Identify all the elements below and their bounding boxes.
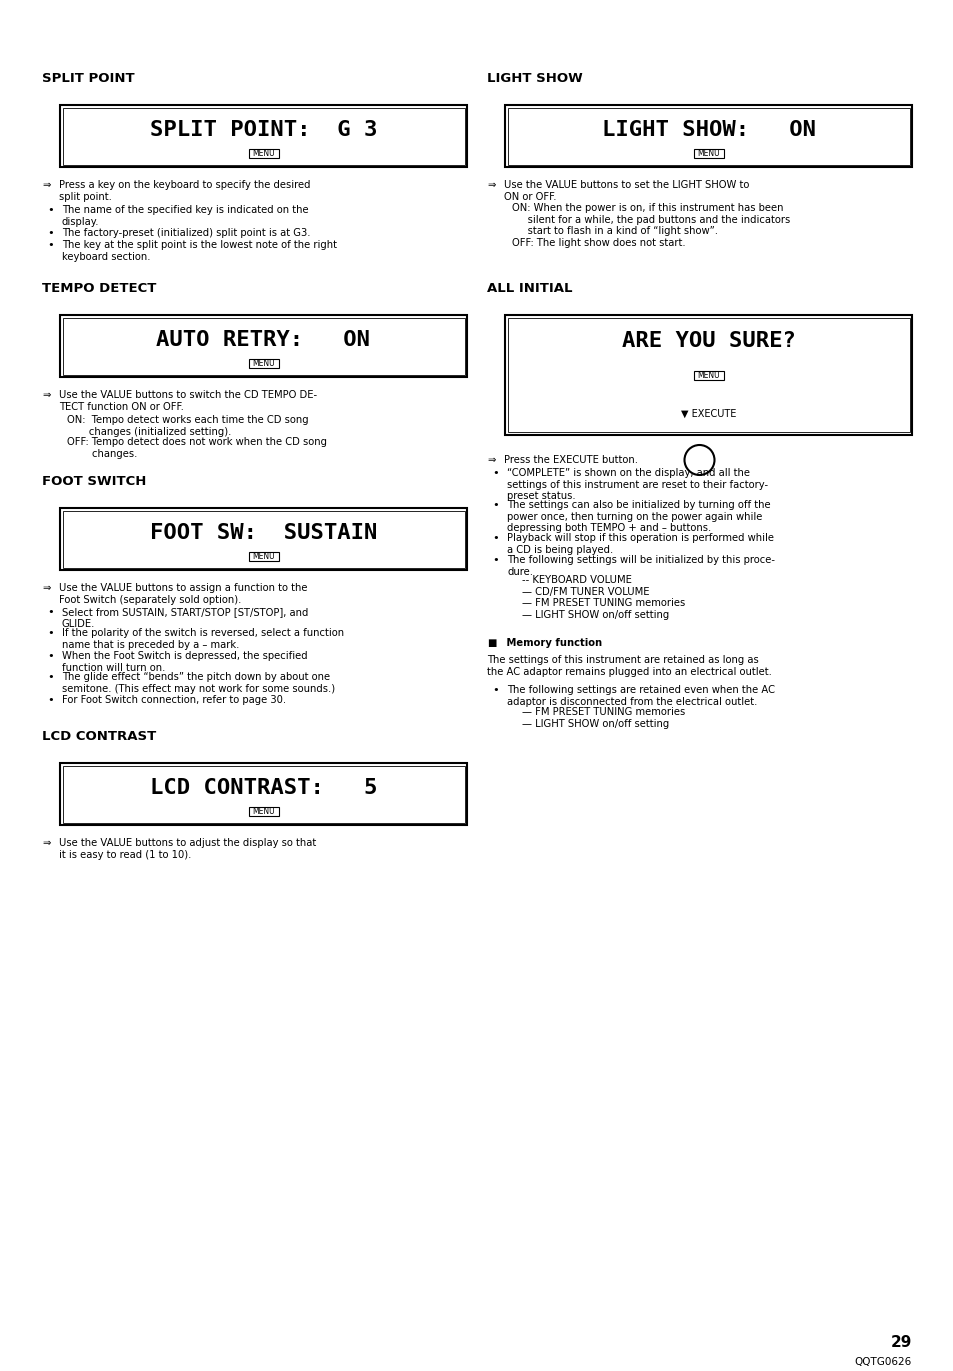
Text: •: • <box>492 468 498 478</box>
Text: For Foot Switch connection, refer to page 30.: For Foot Switch connection, refer to pag… <box>62 695 286 705</box>
Text: The settings can also be initialized by turning off the
power once, then turning: The settings can also be initialized by … <box>506 500 770 533</box>
Text: Select from SUSTAIN, START/STOP [ST/STOP], and
GLIDE.: Select from SUSTAIN, START/STOP [ST/STOP… <box>62 607 308 628</box>
Text: — FM PRESET TUNING memories
— LIGHT SHOW on/off setting: — FM PRESET TUNING memories — LIGHT SHOW… <box>521 707 684 728</box>
Text: FOOT SW:  SUSTAIN: FOOT SW: SUSTAIN <box>150 522 376 543</box>
Text: •: • <box>492 533 498 543</box>
Text: •: • <box>492 555 498 565</box>
Bar <box>693 370 722 380</box>
Text: LCD CONTRAST:   5: LCD CONTRAST: 5 <box>150 777 376 798</box>
Text: The following settings will be initialized by this proce-
dure.: The following settings will be initializ… <box>506 555 774 577</box>
Text: The factory-preset (initialized) split point is at G3.: The factory-preset (initialized) split p… <box>62 228 310 239</box>
Text: •: • <box>47 651 53 661</box>
Text: LIGHT SHOW: LIGHT SHOW <box>486 73 582 85</box>
Text: AUTO RETRY:   ON: AUTO RETRY: ON <box>156 330 370 350</box>
Text: Use the VALUE buttons to switch the CD TEMPO DE-
TECT function ON or OFF.: Use the VALUE buttons to switch the CD T… <box>59 389 316 411</box>
Text: When the Foot Switch is depressed, the specified
function will turn on.: When the Foot Switch is depressed, the s… <box>62 651 307 673</box>
Text: ALL INITIAL: ALL INITIAL <box>486 282 572 295</box>
Text: “COMPLETE” is shown on the display, and all the
settings of this instrument are : “COMPLETE” is shown on the display, and … <box>506 468 767 502</box>
Text: LIGHT SHOW:   ON: LIGHT SHOW: ON <box>601 119 815 140</box>
Text: ON: When the power is on, if this instrument has been
     silent for a while, t: ON: When the power is on, if this instru… <box>512 203 789 236</box>
Bar <box>248 553 278 561</box>
Text: MENU: MENU <box>252 553 274 561</box>
Text: ON:  Tempo detect works each time the CD song
       changes (initialized settin: ON: Tempo detect works each time the CD … <box>67 415 309 436</box>
Text: The settings of this instrument are retained as long as
the AC adaptor remains p: The settings of this instrument are reta… <box>486 655 771 677</box>
Bar <box>63 765 464 823</box>
Bar <box>60 509 467 570</box>
Text: Use the VALUE buttons to assign a function to the
Foot Switch (separately sold o: Use the VALUE buttons to assign a functi… <box>59 583 307 605</box>
Text: ARE YOU SURE?: ARE YOU SURE? <box>621 332 795 351</box>
Bar <box>60 315 467 377</box>
Text: MENU: MENU <box>697 370 720 380</box>
Text: MENU: MENU <box>697 149 720 158</box>
Text: •: • <box>47 672 53 681</box>
Text: QQTG0626: QQTG0626 <box>854 1357 911 1367</box>
Text: -- KEYBOARD VOLUME
— CD/FM TUNER VOLUME
— FM PRESET TUNING memories
— LIGHT SHOW: -- KEYBOARD VOLUME — CD/FM TUNER VOLUME … <box>521 574 684 620</box>
Bar <box>507 318 908 432</box>
Text: MENU: MENU <box>252 359 274 367</box>
Text: •: • <box>47 695 53 705</box>
Text: OFF: The light show does not start.: OFF: The light show does not start. <box>512 239 685 248</box>
Bar <box>248 808 278 816</box>
Bar <box>63 107 464 165</box>
Text: FOOT SWITCH: FOOT SWITCH <box>42 474 146 488</box>
Text: Press the EXECUTE button.: Press the EXECUTE button. <box>503 455 638 465</box>
Text: Memory function: Memory function <box>502 638 601 648</box>
Bar <box>63 318 464 374</box>
Text: SPLIT POINT: SPLIT POINT <box>42 73 134 85</box>
Text: MENU: MENU <box>252 149 274 158</box>
Text: •: • <box>47 228 53 239</box>
Text: ⇒: ⇒ <box>486 180 495 191</box>
Text: ⇒: ⇒ <box>42 838 51 849</box>
Text: If the polarity of the switch is reversed, select a function
name that is preced: If the polarity of the switch is reverse… <box>62 628 344 650</box>
Bar <box>248 359 278 367</box>
Text: OFF: Tempo detect does not work when the CD song
        changes.: OFF: Tempo detect does not work when the… <box>67 437 327 459</box>
Text: ⇒: ⇒ <box>42 180 51 191</box>
Bar <box>60 106 467 167</box>
Text: MENU: MENU <box>252 808 274 816</box>
Text: •: • <box>47 206 53 215</box>
Bar <box>504 315 911 435</box>
Text: The glide effect “bends” the pitch down by about one
semitone. (This effect may : The glide effect “bends” the pitch down … <box>62 672 335 694</box>
Text: The name of the specified key is indicated on the
display.: The name of the specified key is indicat… <box>62 206 309 226</box>
Bar <box>248 149 278 158</box>
Text: LCD CONTRAST: LCD CONTRAST <box>42 729 156 743</box>
Text: •: • <box>47 628 53 638</box>
Text: Use the VALUE buttons to set the LIGHT SHOW to
ON or OFF.: Use the VALUE buttons to set the LIGHT S… <box>503 180 749 202</box>
Text: ⇒: ⇒ <box>486 455 495 465</box>
Text: ■: ■ <box>486 638 496 648</box>
Bar <box>693 149 722 158</box>
Text: ⇒: ⇒ <box>42 389 51 400</box>
Text: •: • <box>492 686 498 695</box>
Text: SPLIT POINT:  G 3: SPLIT POINT: G 3 <box>150 119 376 140</box>
Text: Playback will stop if this operation is performed while
a CD is being played.: Playback will stop if this operation is … <box>506 533 773 555</box>
Text: TEMPO DETECT: TEMPO DETECT <box>42 282 156 295</box>
Text: Use the VALUE buttons to adjust the display so that
it is easy to read (1 to 10): Use the VALUE buttons to adjust the disp… <box>59 838 315 860</box>
Text: ▼ EXECUTE: ▼ EXECUTE <box>680 409 736 418</box>
Text: The following settings are retained even when the AC
adaptor is disconnected fro: The following settings are retained even… <box>506 686 774 706</box>
Bar <box>507 107 908 165</box>
Text: •: • <box>47 240 53 250</box>
Text: •: • <box>492 500 498 510</box>
Text: The key at the split point is the lowest note of the right
keyboard section.: The key at the split point is the lowest… <box>62 240 336 262</box>
Bar <box>60 764 467 825</box>
Text: •: • <box>47 607 53 617</box>
Bar <box>504 106 911 167</box>
Text: 29: 29 <box>890 1335 911 1350</box>
Text: Press a key on the keyboard to specify the desired
split point.: Press a key on the keyboard to specify t… <box>59 180 310 202</box>
Bar <box>63 510 464 568</box>
Text: ⇒: ⇒ <box>42 583 51 594</box>
